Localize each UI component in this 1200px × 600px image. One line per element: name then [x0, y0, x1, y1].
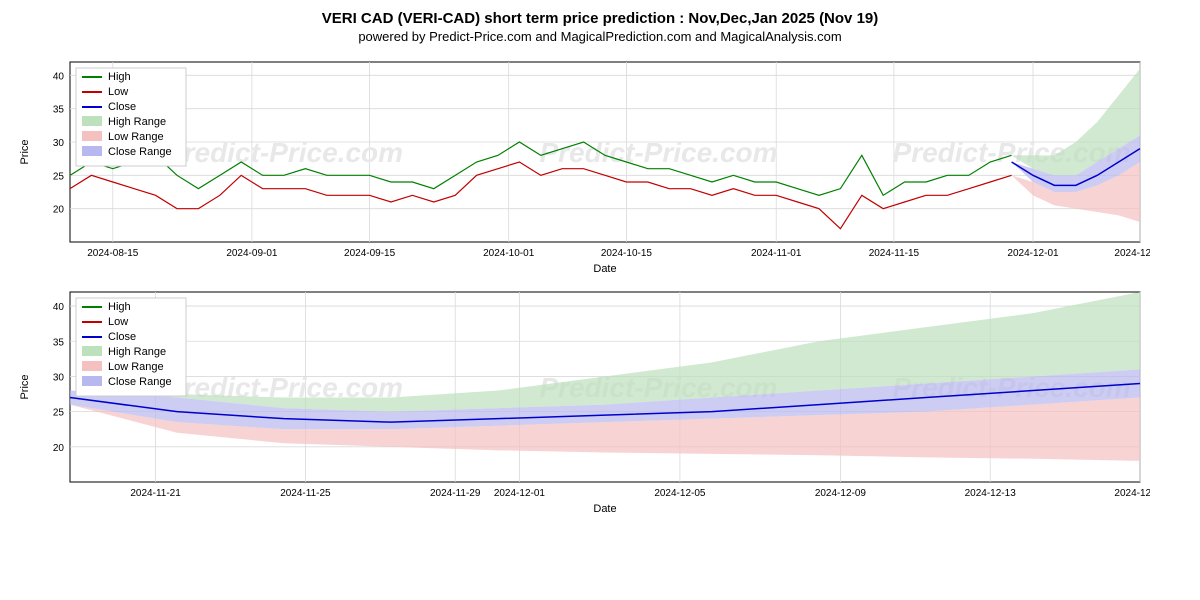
svg-text:Low: Low [108, 316, 128, 328]
svg-text:Close Range: Close Range [108, 146, 172, 158]
svg-text:High: High [108, 301, 131, 313]
svg-text:2024-12-15: 2024-12-15 [1114, 248, 1150, 259]
svg-text:High Range: High Range [108, 346, 166, 358]
svg-text:Price: Price [19, 139, 31, 164]
svg-text:Low Range: Low Range [108, 361, 164, 373]
svg-text:2024-12-01: 2024-12-01 [1007, 248, 1059, 259]
lower-chart: 20 25 30 35 40 2024-11-21 2024-11-25 2024-11-29… [10, 282, 1150, 522]
svg-text:2024-10-01: 2024-10-01 [483, 248, 535, 259]
svg-text:25: 25 [53, 171, 65, 182]
svg-text:40: 40 [53, 71, 65, 82]
svg-text:2024-11-21: 2024-11-21 [130, 488, 181, 499]
chart-subtitle: powered by Predict-Price.com and Magical… [10, 29, 1190, 44]
upper-chart: 20 25 30 35 40 2024-08-15 2024-09-01 2024-09-15… [10, 52, 1150, 282]
svg-text:2024-11-25: 2024-11-25 [280, 488, 331, 499]
svg-text:Date: Date [593, 503, 616, 515]
svg-text:40: 40 [53, 302, 65, 313]
svg-text:30: 30 [53, 372, 65, 383]
svg-text:2024-12-05: 2024-12-05 [654, 488, 706, 499]
svg-text:2024-10-15: 2024-10-15 [601, 248, 653, 259]
svg-text:Predict-Price.com: Predict-Price.com [539, 137, 777, 168]
svg-text:2024-12-01: 2024-12-01 [494, 488, 546, 499]
chart-container: VERI CAD (VERI-CAD) short term price pre… [10, 10, 1190, 522]
svg-text:25: 25 [53, 408, 65, 419]
svg-text:Low Range: Low Range [108, 131, 164, 143]
svg-text:Close Range: Close Range [108, 376, 172, 388]
svg-text:20: 20 [53, 205, 65, 216]
svg-text:30: 30 [53, 138, 65, 149]
svg-text:20: 20 [53, 443, 65, 454]
svg-text:Predict-Price.com: Predict-Price.com [165, 137, 403, 168]
svg-text:2024-12-17: 2024-12-17 [1114, 488, 1150, 499]
svg-text:High: High [108, 71, 131, 83]
chart-title: VERI CAD (VERI-CAD) short term price pre… [10, 10, 1190, 27]
svg-text:2024-08-15: 2024-08-15 [87, 248, 139, 259]
svg-text:High Range: High Range [108, 116, 166, 128]
svg-text:Close: Close [108, 331, 136, 343]
svg-text:Date: Date [593, 263, 616, 275]
svg-text:2024-12-09: 2024-12-09 [815, 488, 867, 499]
svg-text:2024-11-15: 2024-11-15 [869, 248, 920, 259]
svg-text:35: 35 [53, 105, 65, 116]
svg-text:2024-11-29: 2024-11-29 [430, 488, 481, 499]
svg-text:Price: Price [19, 374, 31, 399]
svg-text:2024-09-01: 2024-09-01 [226, 248, 278, 259]
svg-text:2024-11-01: 2024-11-01 [751, 248, 802, 259]
svg-text:Close: Close [108, 101, 136, 113]
svg-text:2024-12-13: 2024-12-13 [965, 488, 1017, 499]
svg-text:35: 35 [53, 337, 65, 348]
svg-text:Low: Low [108, 86, 128, 98]
svg-text:2024-09-15: 2024-09-15 [344, 248, 396, 259]
